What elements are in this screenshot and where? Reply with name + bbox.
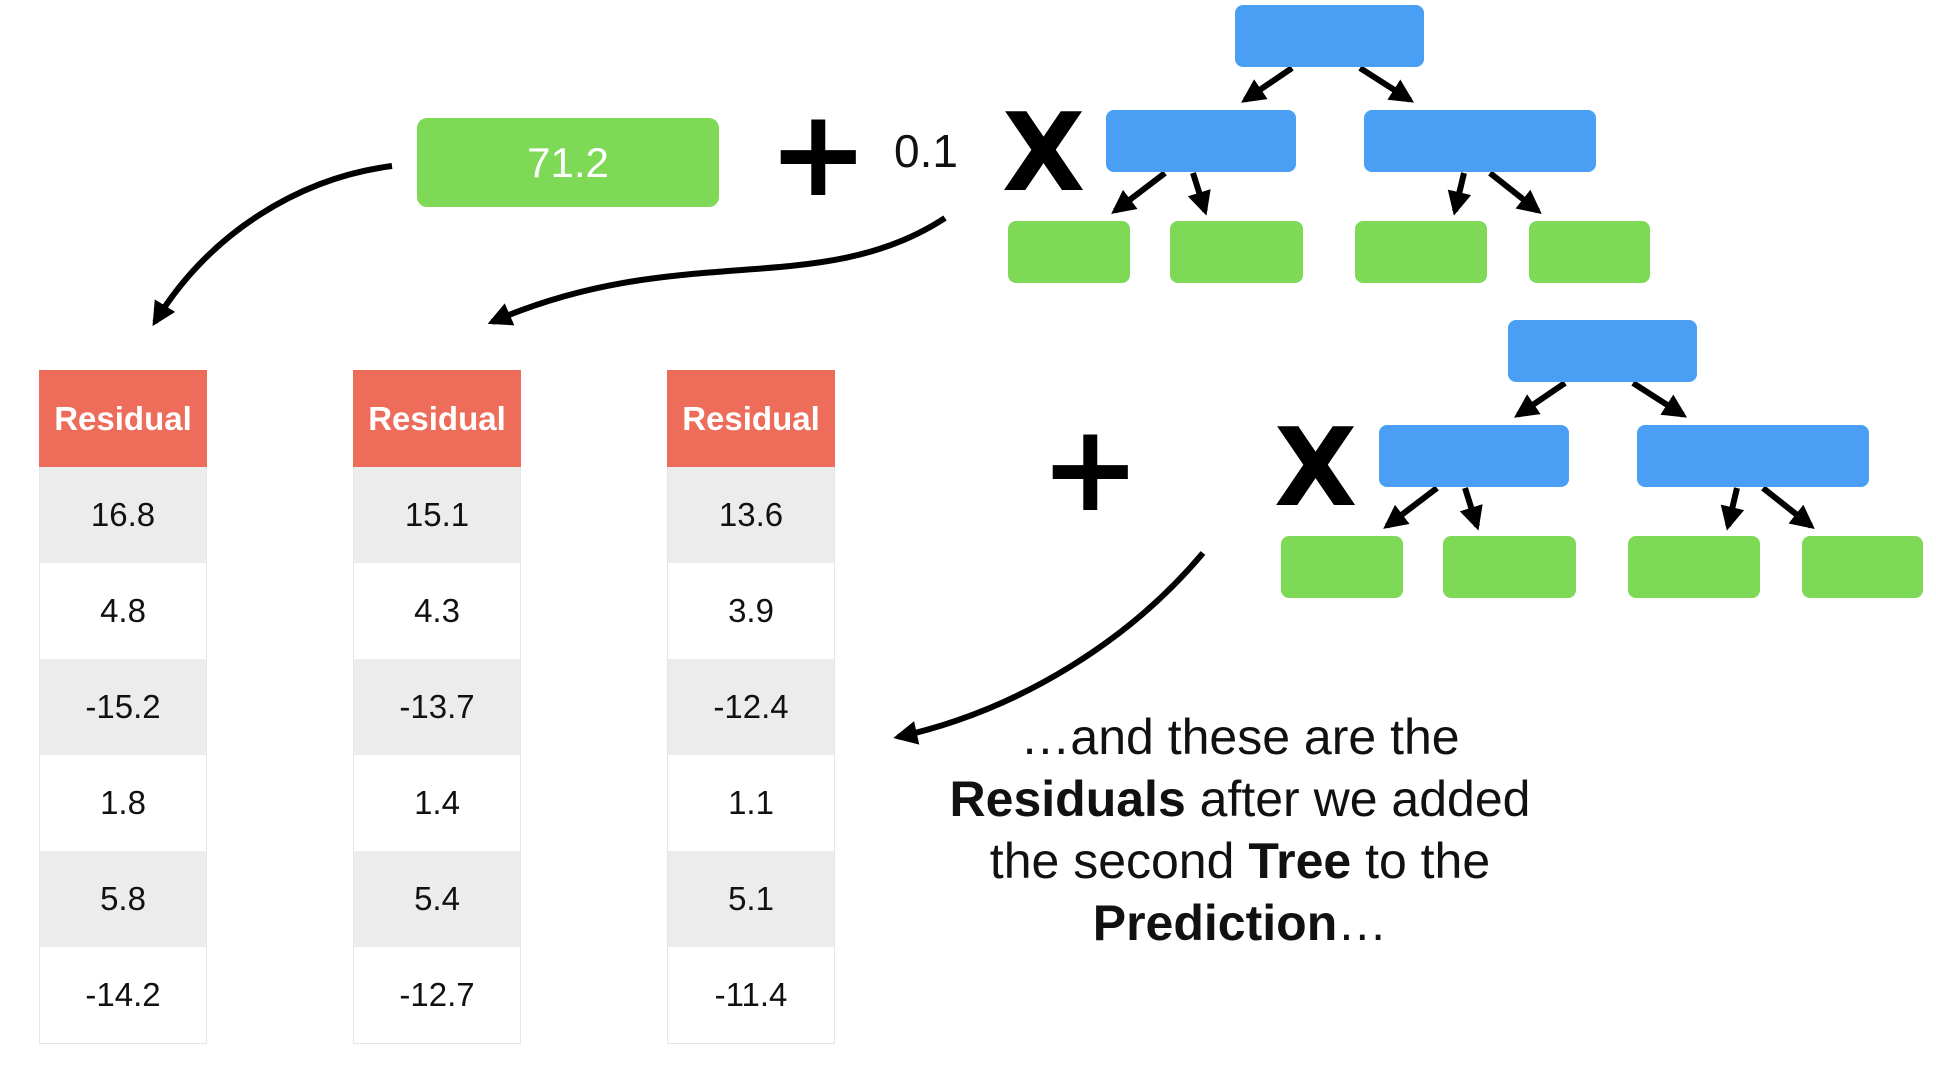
arrow-initial-to-table1 — [152, 163, 393, 327]
plus-sign-2: + — [1040, 400, 1141, 539]
residual-cell: 16.8 — [39, 467, 207, 563]
tree1-edge — [1187, 172, 1211, 216]
tree2-edge — [1383, 485, 1439, 529]
tree2-right-node — [1637, 425, 1869, 487]
residual-cell: 5.8 — [39, 851, 207, 947]
residual-cell: -11.4 — [667, 947, 835, 1044]
tree2-edge — [1761, 485, 1815, 529]
residual-cell: -12.4 — [667, 659, 835, 755]
residual-cell: 3.9 — [667, 563, 835, 659]
tree2-edge — [1631, 380, 1688, 418]
tree2-edge — [1514, 380, 1567, 418]
arrow-tree1-to-table2 — [487, 215, 947, 326]
initial-prediction-box: 71.2 — [417, 118, 719, 207]
tree2-edge — [1720, 487, 1745, 531]
initial-prediction-value: 71.2 — [527, 138, 609, 186]
residual-table-1: Residual 16.8 4.8 -15.2 1.8 5.8 -14.2 — [39, 370, 207, 1044]
tree2-leaf — [1628, 536, 1760, 598]
residual-header: Residual — [667, 370, 835, 467]
residual-table-3: Residual 13.6 3.9 -12.4 1.1 5.1 -11.4 — [667, 370, 835, 1044]
learning-rate: 0.1 — [894, 125, 958, 177]
tree2-edge — [1459, 487, 1483, 531]
tree1-leaf — [1170, 221, 1303, 283]
tree1-leaf — [1529, 221, 1650, 283]
residual-cell: 1.1 — [667, 755, 835, 851]
residual-header: Residual — [39, 370, 207, 467]
caption-line-4: Prediction… — [1092, 895, 1388, 951]
tree1-left-node — [1106, 110, 1296, 172]
tree2-leaf — [1281, 536, 1403, 598]
caption-line-2: Residuals after we added — [949, 771, 1531, 827]
residual-cell: -14.2 — [39, 947, 207, 1044]
residual-table-2: Residual 15.1 4.3 -13.7 1.4 5.4 -12.7 — [353, 370, 521, 1044]
caption-line-1: …and these are the — [1020, 709, 1460, 765]
tree2-left-node — [1379, 425, 1569, 487]
residual-cell: 4.3 — [353, 563, 521, 659]
residual-cell: 4.8 — [39, 563, 207, 659]
residual-cell: -13.7 — [353, 659, 521, 755]
residual-cell: 5.1 — [667, 851, 835, 947]
residual-cell: 1.8 — [39, 755, 207, 851]
tree1-edge — [1447, 172, 1472, 216]
tree2-root-node — [1508, 320, 1697, 382]
tree1-edge — [1358, 65, 1415, 103]
tree1-leaf — [1008, 221, 1130, 283]
residual-cell: 13.6 — [667, 467, 835, 563]
residual-cell: 1.4 — [353, 755, 521, 851]
tree2-leaf — [1443, 536, 1576, 598]
tree1-leaf — [1355, 221, 1487, 283]
tree1-edge — [1111, 170, 1167, 214]
residual-cell: -15.2 — [39, 659, 207, 755]
tree1-edge — [1488, 170, 1542, 214]
residual-cell: 5.4 — [353, 851, 521, 947]
tree1-root-node — [1235, 5, 1424, 67]
caption-text: …and these are the Residuals after we ad… — [900, 706, 1580, 954]
caption-line-3: the second Tree to the — [989, 833, 1491, 889]
residual-cell: -12.7 — [353, 947, 521, 1044]
tree1-right-node — [1364, 110, 1596, 172]
tree1-edge — [1241, 65, 1294, 103]
residual-cell: 15.1 — [353, 467, 521, 563]
multiply-sign-2: X — [1274, 406, 1358, 531]
multiply-sign-1: X — [1002, 91, 1086, 216]
residual-header: Residual — [353, 370, 521, 467]
plus-sign-1: + — [768, 85, 869, 224]
tree2-leaf — [1802, 536, 1923, 598]
